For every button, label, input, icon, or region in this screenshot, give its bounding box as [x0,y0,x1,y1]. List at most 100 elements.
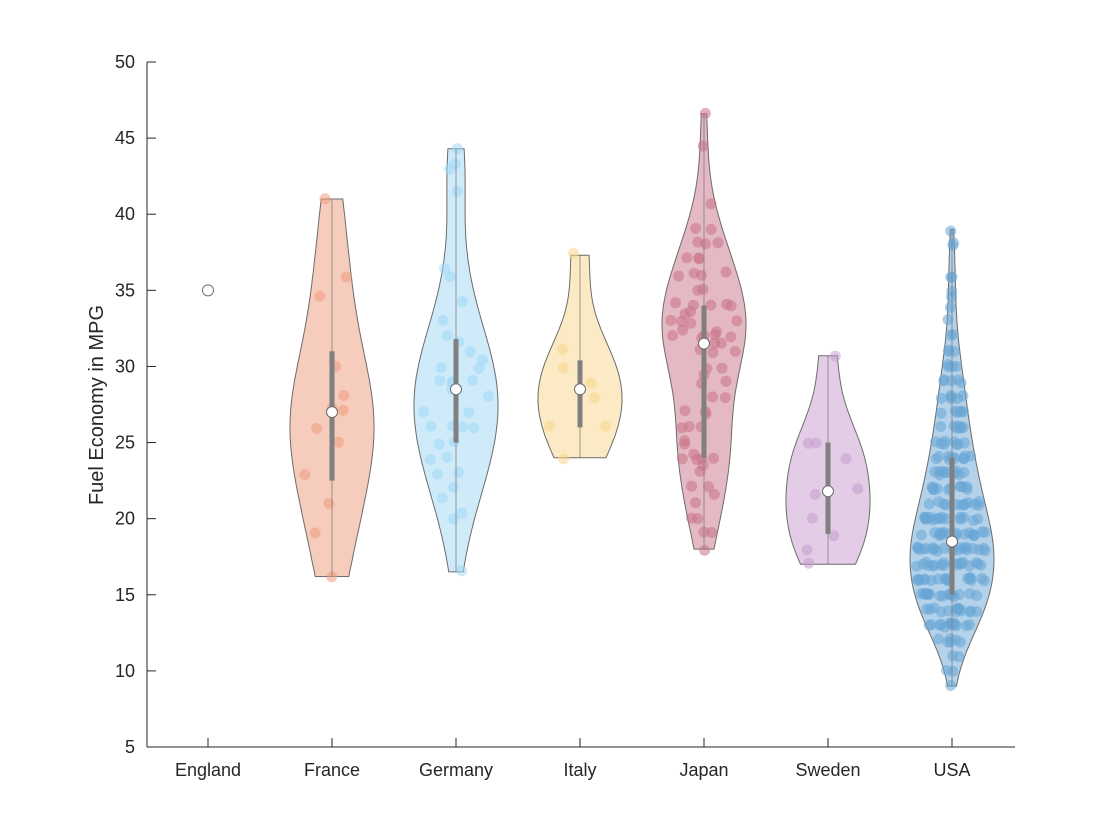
data-point [976,573,988,584]
data-point [696,269,707,281]
y-tick-label: 5 [125,737,135,757]
data-point [464,346,476,358]
data-point [725,300,737,312]
data-point [957,390,969,402]
data-point [950,360,962,372]
data-point [686,512,698,524]
data-point [947,329,959,341]
data-point [802,437,814,449]
violin-usa [909,225,995,691]
data-point [434,375,446,387]
data-point [425,420,437,432]
data-point [964,572,976,584]
data-point [476,354,488,366]
data-point [716,362,728,374]
data-point [685,317,697,329]
violin-england [202,284,214,297]
data-point [681,252,693,264]
median-marker [450,383,462,396]
data-point [965,605,977,617]
data-point [699,107,711,119]
data-point [467,374,479,386]
data-point [935,407,947,419]
data-point [706,527,718,538]
violin-italy [537,247,623,465]
data-point [711,326,723,338]
data-point [729,345,741,357]
data-point [840,453,852,465]
y-tick-label: 25 [115,433,135,453]
data-point [679,435,691,447]
data-point [954,480,966,492]
violin-germany [413,143,499,577]
y-tick-label: 45 [115,128,135,148]
y-tick-label: 35 [115,280,135,300]
data-point [692,236,704,248]
iqr-box [701,305,707,458]
data-point [599,420,611,432]
data-point [436,492,448,504]
data-point [708,488,720,500]
y-axis-label: Fuel Economy in MPG [86,305,108,505]
violin-france [289,193,375,583]
y-tick-label: 10 [115,661,135,681]
data-point [806,512,818,524]
data-point [673,270,685,282]
data-point [585,377,597,389]
data-point [557,343,569,355]
y-ticks: 5 10 15 20 25 30 35 40 45 50 [115,52,156,757]
axes [146,62,1015,748]
data-point [468,422,480,434]
data-point [956,605,968,617]
iqr-box [949,457,955,595]
data-point [945,680,957,691]
data-point [453,466,464,478]
data-point [828,530,840,542]
x-tick-label: France [304,760,360,780]
median-marker [822,485,834,498]
data-point [945,375,957,387]
data-point [731,315,743,327]
data-point [935,392,947,404]
data-point [923,498,935,510]
data-point [715,337,727,349]
data-point [938,557,949,569]
data-point [338,390,350,401]
median-marker [326,406,338,419]
data-point [299,469,311,480]
x-ticks: England France Germany Italy Japan Sweden USA [175,738,971,780]
data-point [960,620,972,632]
data-point [568,247,579,259]
data-point [424,454,436,465]
data-point [323,498,335,509]
data-point [708,452,720,464]
data-point [707,391,718,403]
data-point [944,301,956,313]
data-point [707,347,719,358]
data-point [955,499,967,511]
data-point [933,633,944,645]
data-point [911,560,923,572]
data-point [686,480,698,492]
data-point [692,284,704,296]
data-point [689,497,701,509]
y-tick-label: 30 [115,356,135,376]
data-point [457,421,469,433]
data-point [913,575,924,587]
data-point [439,263,451,274]
data-point [953,469,965,480]
data-point [927,514,939,526]
median-marker [574,383,586,396]
data-point [979,526,991,538]
data-point [955,513,967,525]
data-point [463,407,475,419]
data-point [679,405,691,417]
data-point [947,650,959,662]
data-point [969,529,980,541]
data-point [326,571,338,583]
x-tick-label: Italy [563,760,596,780]
data-point [431,468,443,480]
data-point [967,543,979,554]
data-point [938,542,950,554]
x-tick-label: England [175,760,241,780]
